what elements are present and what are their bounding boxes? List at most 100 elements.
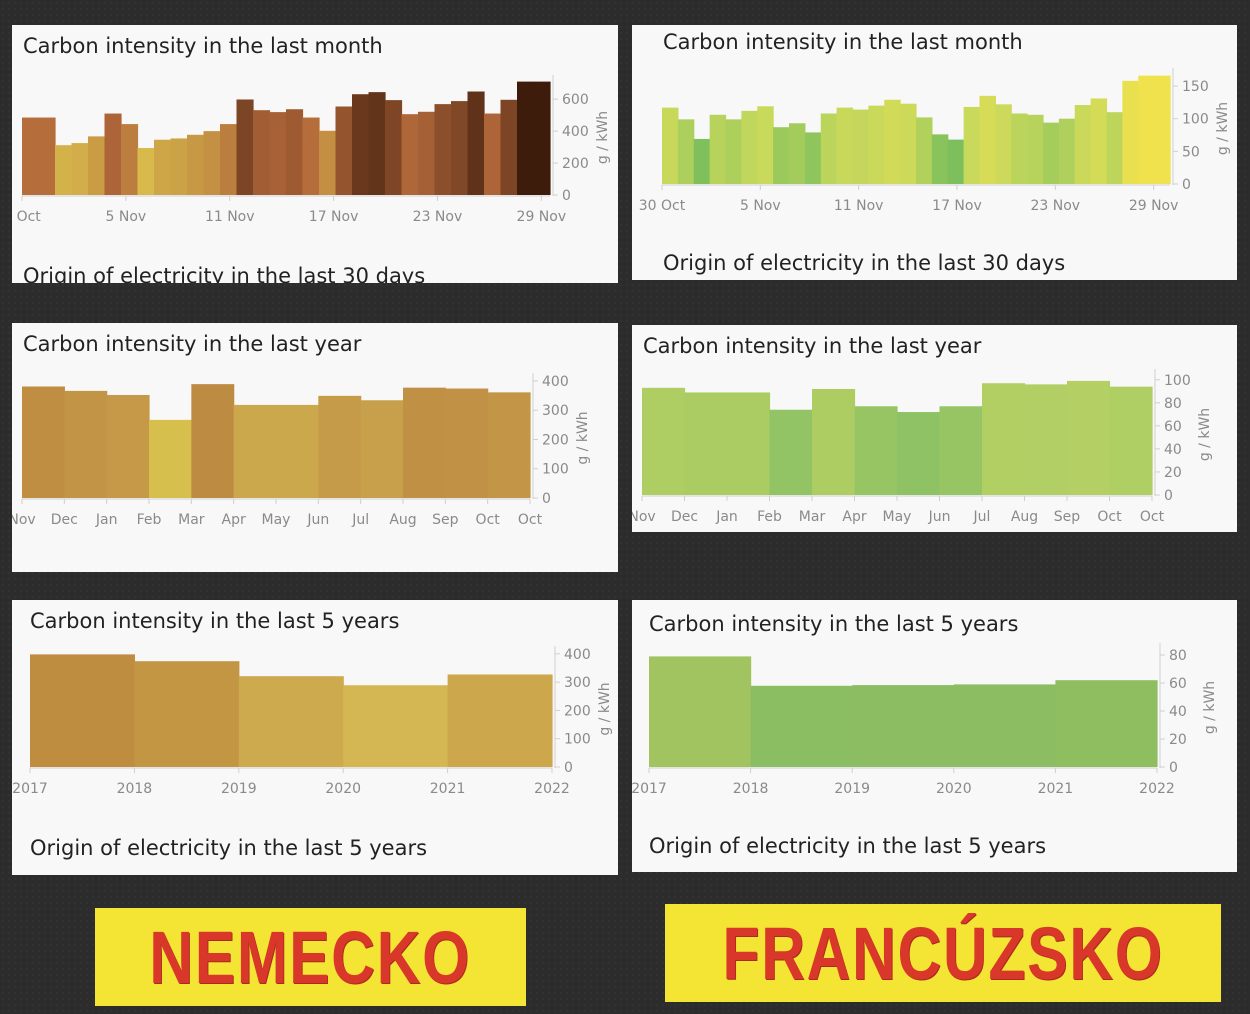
- y-tick-label: 200: [542, 432, 569, 448]
- x-tick-label: 17 Nov: [309, 209, 359, 225]
- bar: [677, 119, 695, 184]
- bar: [773, 127, 790, 184]
- y-tick-label: 0: [1182, 177, 1191, 193]
- panel-france-month: Carbon intensity in the last month 0 50 10…: [632, 25, 1237, 280]
- bar: [368, 92, 386, 195]
- panel-germany-5y: Carbon intensity in the last 5 years 0 10…: [12, 600, 618, 875]
- bar: [1138, 75, 1155, 184]
- bar: [533, 81, 551, 195]
- x-tick-label: Oct: [1097, 509, 1122, 525]
- chart-france-year: 0 20 40 60 80 100 g / kWh Nov Dec Jan Feb Mar Apr May…: [632, 369, 1213, 525]
- bar: [236, 99, 254, 195]
- x-tick-label: 2021: [1038, 781, 1074, 797]
- chart-france-5y: 0 20 40 60 80 g / kWh 2017 2018 2019 2020 2021 2022: [632, 643, 1218, 797]
- y-tick-label: 100: [564, 732, 591, 748]
- banner-germany: NEMECKO: [95, 908, 526, 1006]
- x-tick-label: Aug: [1011, 509, 1038, 525]
- x-tick-label: 17 Nov: [932, 198, 982, 214]
- bar: [484, 113, 502, 195]
- x-tick-label: Apr: [222, 512, 246, 528]
- bar: [852, 109, 869, 184]
- origin-title: Origin of electricity in the last 30 day…: [663, 251, 1066, 275]
- x-tick-label: Jan: [715, 509, 738, 525]
- bar: [725, 119, 742, 184]
- y-tick-label: 300: [542, 403, 569, 419]
- panel-france-year: Carbon intensity in the last year 0 20 40 6…: [632, 325, 1237, 532]
- bar: [804, 132, 822, 184]
- x-tick-label: 29 Nov: [517, 209, 567, 225]
- x-tick-label: 2017: [632, 781, 667, 797]
- x-tick-label: 2019: [834, 781, 870, 797]
- x-tick-label: Feb: [757, 509, 782, 525]
- bar: [1011, 113, 1028, 184]
- bar: [1067, 380, 1111, 495]
- bar: [1024, 384, 1068, 495]
- x-tick-label: Nov: [632, 509, 656, 525]
- y-axis-label: g / kWh: [1215, 102, 1231, 155]
- bar: [947, 139, 965, 184]
- bar: [1154, 75, 1171, 184]
- y-tick-label: 0: [564, 760, 573, 776]
- y-tick-label: 0: [562, 188, 571, 204]
- x-tick-label: 2022: [534, 781, 570, 797]
- bar: [343, 685, 449, 767]
- bar: [500, 99, 518, 195]
- y-tick-label: 400: [562, 124, 589, 140]
- bar: [769, 409, 813, 495]
- origin-title: Origin of electricity in the last 5 year…: [30, 836, 428, 860]
- bar: [684, 392, 728, 495]
- bar: [852, 685, 955, 767]
- chart-title: Carbon intensity in the last year: [643, 334, 982, 358]
- x-tick-label: 2022: [1139, 781, 1175, 797]
- bar: [1055, 680, 1158, 767]
- x-tick-label: Apr: [842, 509, 866, 525]
- bar: [1058, 118, 1076, 184]
- bar: [939, 406, 983, 495]
- x-tick-label: Feb: [137, 512, 162, 528]
- bar: [487, 392, 531, 498]
- bar: [662, 107, 679, 184]
- bar: [149, 419, 192, 498]
- bar: [88, 136, 106, 195]
- y-axis-label: g / kWh: [595, 111, 611, 164]
- x-tick-label: 0 Oct: [12, 209, 41, 225]
- bar: [106, 394, 150, 498]
- x-tick-label: Jun: [928, 509, 951, 525]
- bar: [335, 106, 353, 195]
- bar: [401, 114, 419, 195]
- bar: [276, 404, 319, 498]
- x-tick-label: May: [262, 512, 291, 528]
- y-tick-label: 400: [542, 374, 569, 390]
- bar: [709, 114, 727, 184]
- bar: [789, 123, 806, 184]
- origin-title: Origin of electricity in the last 30 day…: [23, 264, 426, 283]
- bar: [979, 95, 996, 184]
- bar: [467, 91, 485, 195]
- y-tick-label: 80: [1169, 648, 1187, 664]
- y-tick-label: 0: [542, 491, 551, 507]
- bar: [649, 656, 752, 767]
- bar: [385, 100, 403, 195]
- y-tick-label: 20: [1169, 732, 1187, 748]
- bar: [302, 117, 320, 195]
- bar: [64, 390, 108, 498]
- bar: [253, 110, 271, 195]
- origin-title: Origin of electricity in the last 5 year…: [649, 834, 1047, 858]
- banner-germany-label: NEMECKO: [149, 915, 472, 999]
- x-tick-label: Sep: [432, 512, 459, 528]
- x-tick-label: 11 Nov: [834, 198, 884, 214]
- x-tick-label: Jan: [95, 512, 118, 528]
- bar: [1122, 80, 1139, 184]
- bar: [30, 654, 135, 767]
- x-tick-label: 23 Nov: [1030, 198, 1080, 214]
- bar: [1106, 112, 1123, 184]
- bar: [1109, 386, 1153, 495]
- bar: [884, 99, 901, 184]
- x-tick-label: Dec: [51, 512, 78, 528]
- chart-title: Carbon intensity in the last 5 years: [649, 612, 1019, 636]
- banner-france-label: FRANCÚZSKO: [722, 911, 1164, 995]
- bar: [447, 674, 553, 767]
- panel-france-5y: Carbon intensity in the last 5 years 0 20…: [632, 600, 1237, 872]
- bar: [916, 117, 933, 184]
- bar: [1090, 98, 1108, 184]
